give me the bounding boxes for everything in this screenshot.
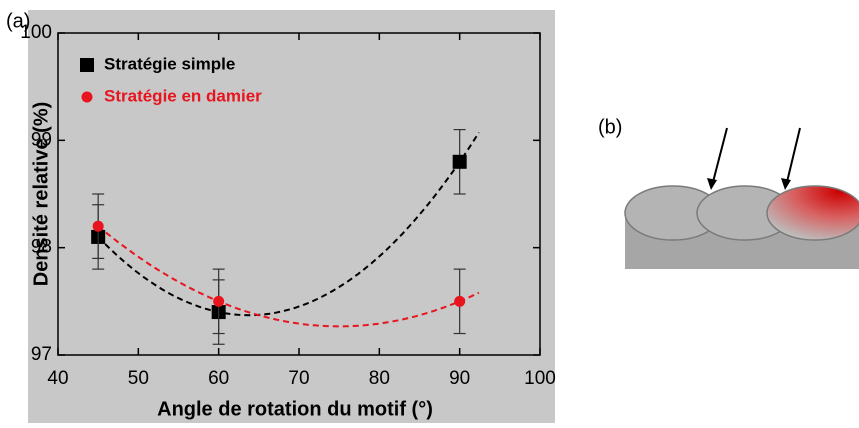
y-tick-label: 97 [31,344,52,365]
arrow [712,127,728,183]
x-axis-label: Angle de rotation du motif (°) [157,398,433,420]
arrow-head [781,178,791,190]
marker [454,295,466,307]
legend-label: Stratégie simple [104,54,235,73]
y-tick-label: 100 [20,22,52,43]
x-tick-label: 100 [524,368,556,389]
marker [213,295,225,307]
x-tick-label: 80 [369,368,390,389]
x-tick-label: 70 [288,368,309,389]
y-tick-label: 98 [31,237,52,258]
diagram [624,127,859,269]
panel-label: (b) [598,116,622,138]
legend-label: Stratégie en damier [104,86,262,105]
arrow-head [707,178,717,190]
x-tick-label: 40 [47,368,68,389]
y-axis-label: Densité relative (%) [30,102,52,287]
panel-label: (a) [6,10,30,32]
x-tick-label: 60 [208,368,229,389]
y-tick-label: 99 [31,129,52,150]
plot-background [28,10,555,423]
trend-line [97,131,480,317]
marker [452,154,467,169]
track-hot [766,185,859,241]
legend-marker [80,58,94,72]
legend-marker [81,91,93,103]
trend-line [97,225,480,328]
x-tick-label: 50 [128,368,149,389]
arrow [786,127,801,183]
marker [92,220,104,232]
x-tick-label: 90 [449,368,470,389]
